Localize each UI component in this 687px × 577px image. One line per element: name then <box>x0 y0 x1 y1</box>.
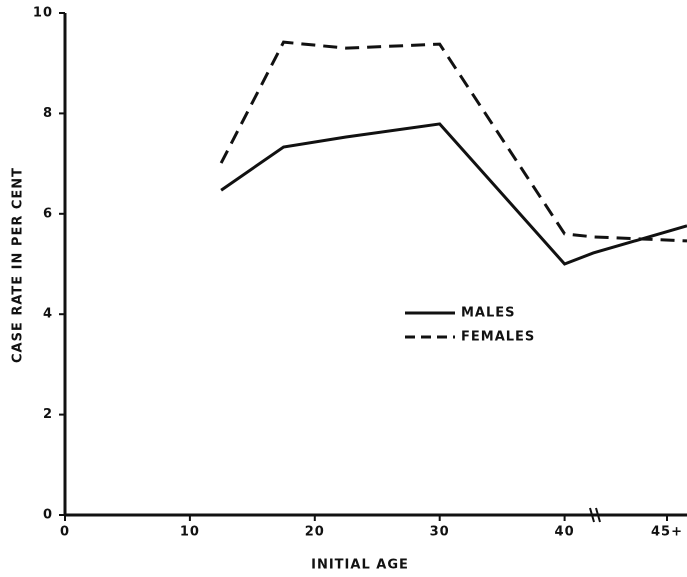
series-line <box>219 40 687 243</box>
legend-label: FEMALES <box>461 330 535 345</box>
axis-break <box>589 507 601 523</box>
x-tick-label: 20 <box>305 525 325 540</box>
series-line <box>220 122 687 266</box>
y-tick-label: 0 <box>43 508 53 523</box>
x-axis-label: INITIAL AGE <box>311 558 409 573</box>
x-tick-label: 45+ <box>651 525 683 540</box>
y-tick-label: 6 <box>43 206 53 221</box>
x-tick-label: 40 <box>555 525 575 540</box>
y-tick-label: 4 <box>43 307 53 322</box>
y-tick-label: 8 <box>43 106 53 121</box>
x-tick-label: 0 <box>60 525 70 540</box>
x-tick-label: 30 <box>430 525 450 540</box>
y-axis-label: CASE RATE IN PER CENT <box>11 167 26 363</box>
legend-label: MALES <box>461 306 516 321</box>
y-tick-label: 10 <box>33 6 53 21</box>
x-tick-label: 10 <box>180 525 200 540</box>
y-tick-label: 2 <box>43 407 53 422</box>
